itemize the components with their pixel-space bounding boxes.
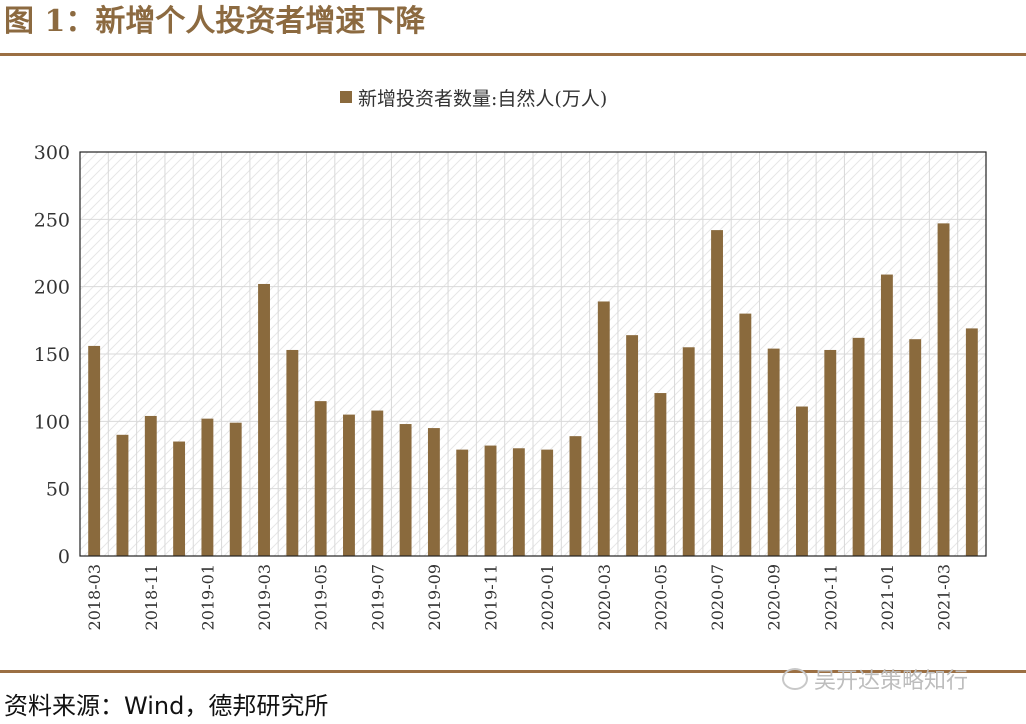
- x-tick-label: 2020-05: [651, 564, 670, 630]
- bar: [314, 401, 327, 556]
- y-tick-label: 150: [34, 344, 70, 366]
- x-tick-label: 2019-01: [198, 564, 217, 630]
- y-tick-label: 50: [46, 479, 70, 501]
- x-tick-label: 2020-07: [708, 564, 727, 630]
- legend-swatch: [340, 91, 352, 103]
- y-tick-label: 200: [34, 277, 70, 299]
- y-tick-label: 100: [34, 411, 70, 433]
- bar: [88, 345, 101, 556]
- bar: [343, 414, 355, 556]
- bar: [229, 422, 242, 556]
- x-tick-label: 2019-05: [312, 564, 331, 630]
- chart-legend: 新增投资者数量:自然人(万人): [340, 84, 607, 110]
- x-tick-label: 2020-09: [765, 564, 784, 630]
- bar: [796, 406, 808, 556]
- bars: [88, 223, 978, 557]
- bar: [456, 449, 469, 556]
- x-tick-label: 2019-03: [255, 564, 274, 630]
- bar: [258, 283, 270, 556]
- bar: [852, 337, 865, 556]
- x-tick-label: 2021-01: [878, 564, 897, 630]
- x-tick-label: 2019-07: [368, 564, 387, 630]
- figure-title: 图 1：新增个人投资者增速下降: [4, 4, 426, 39]
- bar: [427, 428, 440, 556]
- bar: [597, 301, 610, 556]
- bar: [880, 274, 893, 556]
- x-axis-ticks: 2018-03 2018-11 2019-01 2019-03 2019-05 2019-…: [85, 564, 953, 630]
- bar: [484, 445, 497, 556]
- y-tick-label: 250: [34, 209, 70, 231]
- x-tick-label: 2019-11: [482, 564, 501, 630]
- bar: [711, 230, 723, 557]
- x-tick-label: 2020-01: [538, 564, 557, 630]
- bar: [965, 328, 978, 556]
- bar: [937, 223, 950, 556]
- bar: [144, 415, 157, 556]
- x-tick-label: 2020-11: [821, 564, 840, 630]
- bar: [909, 339, 922, 556]
- y-axis-ticks: 0 50 100 150 200 250 300: [34, 142, 70, 568]
- x-tick-label: 2021-03: [935, 564, 954, 630]
- watermark-text: 吴开达策略知行: [814, 669, 969, 694]
- bar: [739, 313, 752, 556]
- bar: [116, 434, 129, 556]
- bar: [824, 349, 837, 556]
- top-divider: [0, 53, 1026, 56]
- y-tick-label: 300: [34, 142, 70, 164]
- bar: [201, 418, 214, 556]
- bar: [654, 393, 667, 556]
- plot-frame: [79, 151, 987, 557]
- x-tick-label: 2020-03: [595, 564, 614, 630]
- bar: [767, 348, 780, 556]
- x-tick-label: 2018-11: [142, 564, 161, 630]
- source-note: 资料来源：Wind，德邦研究所: [4, 692, 329, 720]
- bar: [569, 436, 582, 556]
- bar: [512, 448, 525, 556]
- wechat-icon: [782, 668, 808, 690]
- bar: [541, 449, 554, 556]
- bar: [371, 410, 384, 556]
- watermark: 吴开达策略知行: [782, 664, 968, 694]
- y-tick-label: 0: [58, 546, 70, 568]
- bar: [682, 347, 695, 556]
- bar: [286, 349, 299, 556]
- x-tick-label: 2019-09: [425, 564, 444, 630]
- bottom-divider: [0, 670, 1026, 673]
- x-tick-label: 2018-03: [85, 564, 104, 630]
- bar: [173, 441, 186, 556]
- bar: [626, 335, 639, 556]
- legend-label: 新增投资者数量:自然人(万人): [358, 87, 608, 110]
- bar: [399, 424, 412, 556]
